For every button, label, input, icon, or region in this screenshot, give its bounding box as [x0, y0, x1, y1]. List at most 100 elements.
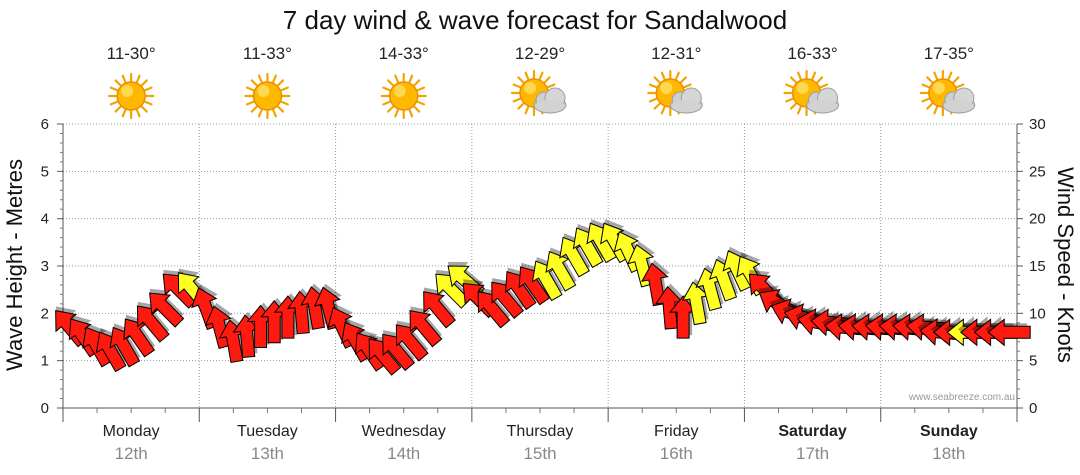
- day-name-label: Saturday: [778, 423, 847, 440]
- sun-ray: [674, 71, 680, 81]
- sun-highlight: [524, 82, 536, 94]
- left-tick-label: 5: [41, 163, 49, 180]
- chart-title: 7 day wind & wave forecast for Sandalwoo…: [283, 5, 787, 35]
- temperature-range-label: 11-33°: [243, 44, 292, 63]
- sun-ray: [408, 74, 414, 84]
- sun-ray: [933, 105, 939, 115]
- sun-icon: [244, 72, 291, 120]
- sun-ray: [250, 79, 258, 87]
- sun-ray: [819, 83, 828, 89]
- wind-arrow-body: [409, 310, 443, 348]
- sun-ray: [140, 105, 148, 113]
- sun-ray: [543, 76, 551, 84]
- temperature-range-label: 16-33°: [787, 44, 837, 63]
- sun-ray: [648, 97, 658, 103]
- wind-arrow: [149, 288, 185, 328]
- sun-ray: [811, 71, 817, 81]
- wind-arrow-body: [136, 305, 170, 343]
- left-tick-label: 2: [41, 305, 49, 322]
- day-name-label: Thursday: [507, 423, 574, 440]
- temperature-range-label: 12-29°: [515, 44, 565, 63]
- sun-ray: [653, 76, 661, 84]
- wind-arrow: [136, 301, 170, 343]
- cloud-fill: [943, 100, 974, 112]
- cloud-shape: [669, 87, 703, 114]
- sun-disc: [116, 81, 146, 111]
- sun-highlight: [121, 85, 134, 97]
- sun-ray: [394, 108, 400, 118]
- sun-ray: [382, 86, 391, 92]
- cloud-shape: [806, 87, 840, 114]
- sun-highlight: [257, 85, 270, 97]
- sun-disc: [388, 81, 419, 111]
- day-date-label: 14th: [387, 444, 420, 463]
- wind-arrow: [545, 247, 577, 292]
- sun-ray: [952, 76, 960, 84]
- sun-ray: [413, 79, 421, 87]
- sun-ray: [276, 105, 285, 113]
- sun-ray: [114, 105, 122, 113]
- day-date-label: 15th: [523, 444, 556, 463]
- wind-arrow: [641, 259, 670, 307]
- sun-ray: [416, 86, 426, 92]
- day-labels: Monday 12th Tuesday 13th Wednesday 14th Thursd…: [103, 423, 978, 463]
- left-axis-title: Wave Height - Metres: [2, 159, 27, 371]
- sun-ray: [135, 74, 141, 84]
- wind-arrow-body: [204, 305, 232, 349]
- axis-ticks: 0 1 2 3 4 5 6 0 5 10 15 20 25 30: [41, 116, 1046, 422]
- sun-ray: [143, 100, 153, 106]
- sun-ray: [109, 86, 119, 92]
- wind-arrow-body: [545, 250, 577, 292]
- sun-ray: [512, 83, 522, 89]
- sun-ray: [272, 108, 277, 118]
- cloud-shape: [942, 87, 976, 114]
- left-tick-label: 1: [41, 353, 49, 370]
- wind-arrow-body: [641, 262, 669, 307]
- cloud-shape: [533, 87, 567, 114]
- sun-ray: [683, 83, 692, 89]
- day-name-label: Wednesday: [362, 423, 446, 440]
- sun-ray: [109, 100, 119, 106]
- right-tick-label: 20: [1029, 211, 1046, 228]
- wind-arrow: [123, 314, 156, 358]
- sun-ray: [797, 71, 802, 81]
- right-tick-label: 5: [1029, 353, 1037, 370]
- sun-ray: [653, 102, 661, 110]
- sun-ray: [121, 108, 127, 118]
- day-date-label: 17th: [796, 444, 829, 463]
- wind-arrow-body: [149, 292, 185, 328]
- sun-highlight: [796, 82, 809, 94]
- sun-ray: [246, 86, 255, 92]
- day-date-label: 18th: [932, 444, 965, 463]
- wind-arrow-body: [987, 318, 1031, 347]
- temperature-range-label: 11-30°: [107, 44, 156, 63]
- right-tick-label: 0: [1029, 400, 1037, 417]
- sun-ray: [517, 102, 525, 110]
- sun-ray: [921, 83, 931, 89]
- sun-cloud-icon: [783, 69, 840, 117]
- day-date-label: 13th: [251, 444, 284, 463]
- sun-ray: [257, 108, 263, 118]
- sun-ray: [512, 97, 522, 103]
- sun-ray: [947, 71, 953, 81]
- sun-ray: [250, 105, 258, 113]
- weather-row: 11-30° 11-33° 14-33° 12-29° 12-31° 16-33° 17-3…: [107, 44, 976, 120]
- sun-ray: [135, 108, 141, 118]
- day-date-label: 12th: [115, 444, 148, 463]
- sun-ray: [789, 102, 798, 110]
- sun-ray: [246, 100, 255, 106]
- temperature-range-label: 14-33°: [379, 44, 429, 63]
- cloud-fill: [535, 100, 565, 112]
- sun-ray: [416, 100, 426, 106]
- sun-ray: [280, 100, 289, 106]
- right-axis-title: Wind Speed - Knots: [1053, 167, 1078, 363]
- sun-ray: [785, 97, 794, 103]
- sun-ray: [387, 79, 395, 87]
- sun-ray: [272, 74, 277, 84]
- sun-ray: [517, 76, 525, 84]
- sun-ray: [276, 79, 285, 87]
- sun-ray: [921, 97, 931, 103]
- day-name-label: Sunday: [920, 423, 978, 440]
- sun-ray: [546, 83, 556, 89]
